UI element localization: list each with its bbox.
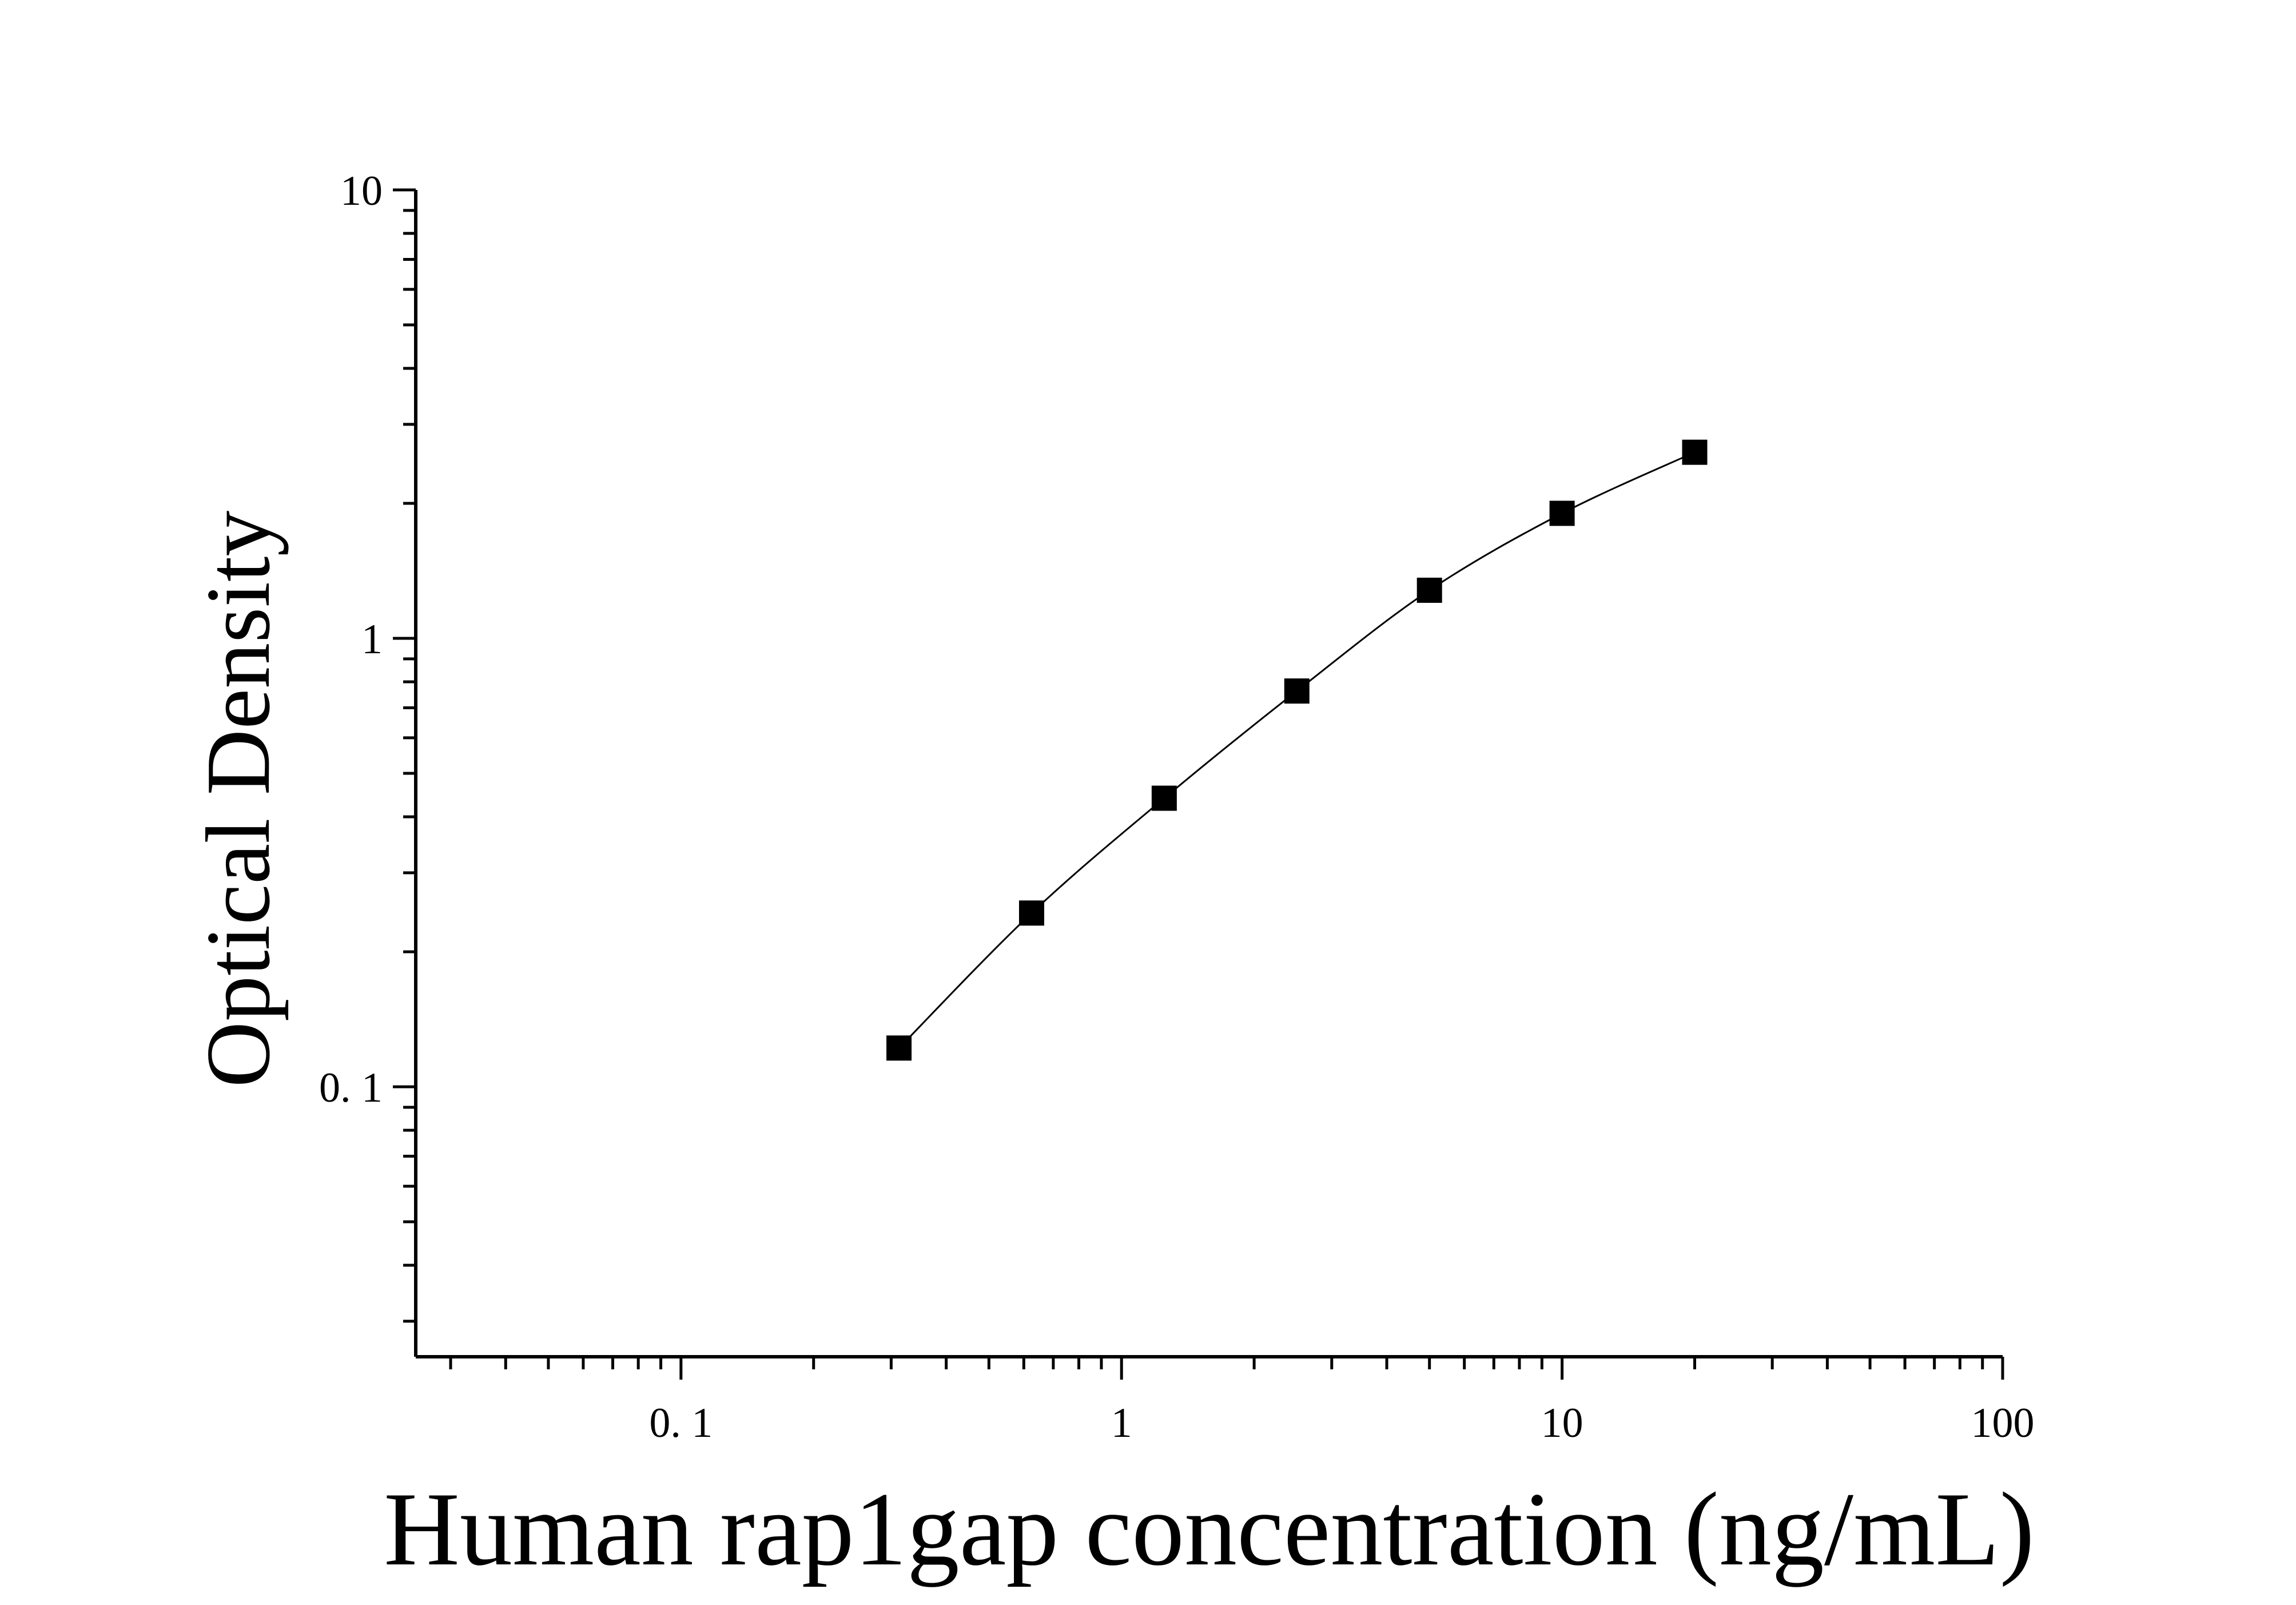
x-tick-label: 0. 1: [649, 1400, 713, 1447]
data-points: [886, 439, 1708, 1061]
data-point: [1151, 785, 1177, 811]
data-point: [1549, 500, 1575, 526]
data-point: [1416, 577, 1442, 603]
y-tick-label: 10: [340, 168, 383, 214]
data-point: [1018, 900, 1044, 926]
y-tick-label: 0. 1: [319, 1064, 383, 1111]
x-axis-title: Human rap1gap concentration (ng/mL): [384, 1471, 2035, 1587]
y-tick-label: 1: [361, 616, 383, 663]
x-tick-label: 10: [1541, 1400, 1583, 1447]
x-tick-label: 100: [1971, 1400, 2035, 1447]
x-tick-label: 1: [1111, 1400, 1132, 1447]
y-axis-title: Optical Density: [187, 511, 289, 1088]
data-point: [1284, 678, 1310, 704]
axes: [393, 188, 2004, 1380]
fit-curve: [898, 451, 1696, 1049]
fit-curve-group: [898, 451, 1696, 1049]
data-point: [886, 1035, 912, 1061]
data-point: [1682, 439, 1708, 465]
tick-labels: 0. 1 1 10 100 0. 1 1 10: [319, 168, 2035, 1447]
